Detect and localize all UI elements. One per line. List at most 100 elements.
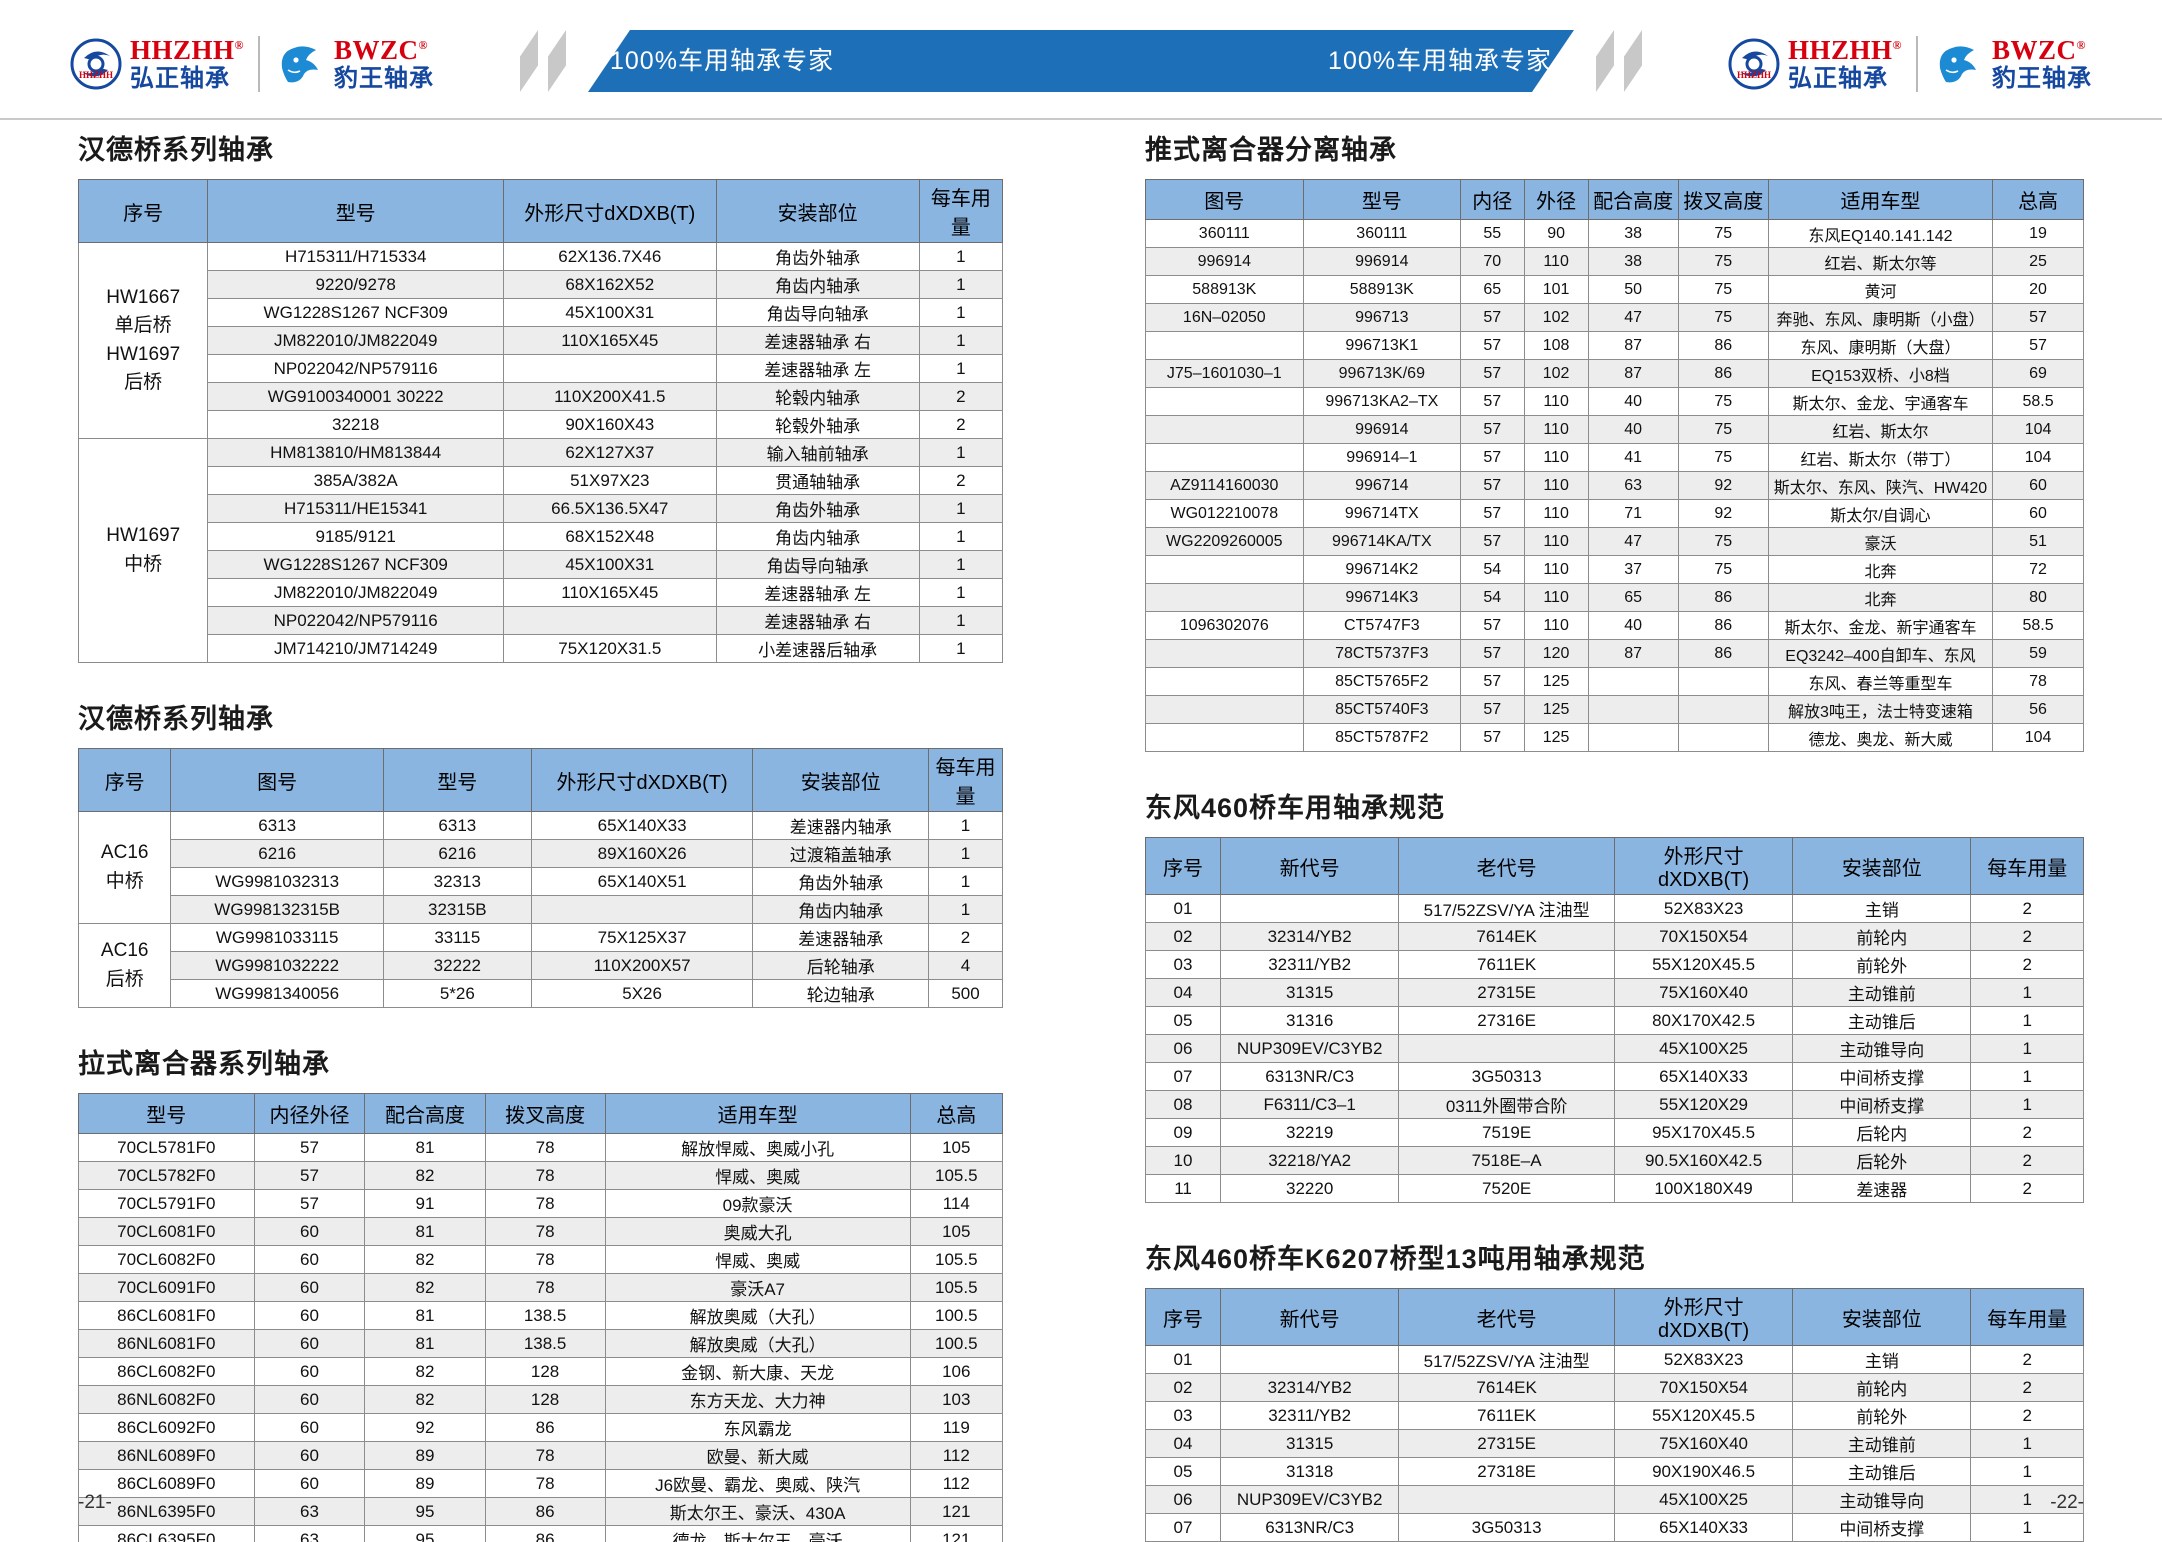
table-cell (1145, 723, 1304, 752)
table-cell: 60 (253, 1469, 366, 1498)
table-cell: 7519E (1398, 1118, 1615, 1147)
table-cell: NP022042/NP579116 (207, 606, 505, 635)
table-cell: 德龙、斯太尔王、豪沃 (604, 1525, 911, 1542)
table-row: 16N–02050 996713 57 102 47 75 奔驰、东风、康明斯（小盘） 57 (1145, 303, 2084, 332)
brand-hhzhh-en: HHZHH® (1788, 35, 1902, 65)
table-cell: 57 (1460, 639, 1525, 668)
table-cell: 86NL6082F0 (78, 1385, 255, 1414)
table-row: 05 31318 27318E 90X190X46.5 主动锥后 1 (1144, 1457, 2084, 1486)
table-cell: 58.5 (1992, 387, 2084, 416)
table-cell: 110 (1523, 443, 1589, 472)
table-cell: 45X100X25 (1613, 1034, 1794, 1063)
table-cell: 996914 (1145, 247, 1304, 276)
table-cell: 6216 (382, 839, 532, 868)
table-cell: H715311/H715334 (207, 242, 505, 271)
table-cell: 90.5X160X42.5 (1613, 1146, 1794, 1175)
column-header: 每车用量 (918, 179, 1004, 243)
table-cell: 主动锥导向 (1792, 1485, 1972, 1514)
table-cell: 40 (1587, 611, 1679, 640)
table-cell: 54 (1460, 555, 1525, 584)
table-row: 996914 996914 70 110 38 75 红岩、斯太尔等 25 (1145, 247, 2084, 276)
table-hande-1: 序号 型号 外形尺寸dXDXB(T) 安装部位 每车用量 HW1667 单后桥 HW1697 后… (77, 179, 1004, 663)
column-header: 内径外径 (253, 1093, 366, 1134)
brand-hhzhh-text: HHZHH® 弘正轴承 (1788, 37, 1902, 91)
column-header: 每车用量 (1970, 837, 2084, 895)
table-cell: 104 (1992, 443, 2084, 472)
table-cell: 70CL5782F0 (78, 1161, 255, 1190)
table-cell: JM714210/JM714249 (207, 634, 505, 663)
table-cell: 63 (1587, 471, 1679, 500)
table-cell: 60 (253, 1413, 366, 1442)
table-row: 996714K3 54 110 65 86 北奔 80 (1145, 583, 2084, 612)
table-cell: 63 (253, 1497, 366, 1526)
table-cell: 62X136.7X46 (503, 242, 717, 271)
table-cell: 57 (1460, 723, 1525, 752)
header-logos-right: HHZHH HHZHH® 弘正轴承 BWZC® (1728, 36, 2092, 92)
table-df460-k6207: 序号 新代号 老代号 外形尺寸dXDXB(T) 安装部位 每车用量 01 517/52ZSV/… (1144, 1288, 2084, 1542)
table-cell: CT5747F3 (1302, 611, 1462, 640)
page-columns: 汉德桥系列轴承 序号 型号 外形尺寸dXDXB(T) 安装部位 每车用量 HW1667 单后… (0, 128, 2162, 1542)
column-header: 型号 (382, 748, 532, 812)
table-cell: 86CL6082F0 (78, 1357, 255, 1386)
row-group-label: HW1697 中桥 (77, 438, 209, 663)
table-cell: 57 (253, 1161, 366, 1190)
table-row: 85CT5787F2 57 125 德龙、奥龙、新大威 104 (1145, 723, 2084, 752)
table-cell (1145, 555, 1304, 584)
table-cell: 78 (484, 1217, 606, 1246)
table-cell: 06 (1144, 1034, 1222, 1063)
table-cell: 110X165X45 (503, 578, 717, 607)
table-cell: 82 (364, 1357, 486, 1386)
column-header: 适用车型 (1767, 179, 1994, 220)
table-cell: 1 (1970, 1485, 2084, 1514)
table-row: 86NL6082F0 60 82 128 东方天龙、大力神 103 (78, 1385, 1004, 1414)
brand-bwzc-en: BWZC® (333, 35, 428, 65)
table-cell: 55X120X45.5 (1613, 950, 1794, 979)
table-cell: 62X127X37 (503, 438, 717, 467)
table-cell: 85CT5765F2 (1302, 667, 1462, 696)
table-cell: 03 (1144, 950, 1222, 979)
table-cell: 32313 (382, 867, 532, 896)
table-cell: 75X160X40 (1613, 1429, 1794, 1458)
table-row: H715311/HE15341 66.5X136.5X47 角齿外轴承 1 (79, 494, 1004, 523)
table-cell: 82 (364, 1245, 486, 1274)
table-row: 08 F6311/C3–1 0311外圈带合阶 55X120X29 中间桥支撑 1 (1144, 1090, 2084, 1119)
table-row: 9185/9121 68X152X48 角齿内轴承 1 (79, 522, 1004, 551)
column-header: 外径 (1523, 179, 1589, 220)
table-cell: 05 (1144, 1457, 1222, 1486)
table-cell: 2 (918, 466, 1004, 495)
table-cell: 78 (484, 1133, 606, 1162)
section-title-pull-clutch: 拉式离合器系列轴承 (78, 1049, 330, 1079)
table-row: 07 6313NR/C3 3G50313 65X140X33 中间桥支撑 1 (1144, 1062, 2084, 1091)
table-cell: 89 (364, 1441, 486, 1470)
table-cell: 86 (1677, 359, 1769, 388)
table-cell: 110X200X41.5 (503, 382, 717, 411)
table-cell: 2 (1970, 1118, 2084, 1147)
table-cell: 81 (364, 1217, 486, 1246)
table-row: 996713K1 57 108 87 86 东风、康明斯（大盘） 57 (1145, 331, 2084, 360)
table-cell (1398, 1034, 1615, 1063)
table-push-clutch: 图号 型号 内径 外径 配合高度 拨叉高度 适用车型 总高 360111 360111 55 90 38… (1145, 179, 2084, 752)
table-cell: 后轮内 (1792, 1118, 1972, 1147)
table-cell: 角齿外轴承 (715, 242, 920, 271)
table-cell: 75X120X31.5 (503, 634, 717, 663)
table-cell: 50 (1587, 275, 1679, 304)
table-cell: 前轮外 (1792, 1401, 1972, 1430)
table-header-row: 型号 内径外径 配合高度 拨叉高度 适用车型 总高 (78, 1093, 1004, 1134)
table-cell: 37 (1587, 555, 1679, 584)
table-row: 996914–1 57 110 41 75 红岩、斯太尔（带丁） 104 (1145, 443, 2084, 472)
section-title-df460: 东风460桥车用轴承规范 (1145, 793, 1446, 823)
table-cell: 1 (918, 606, 1004, 635)
table-cell: 92 (1677, 499, 1769, 528)
table-row: 996713KA2–TX 57 110 40 75 斯太尔、金龙、宇通客车 58.5 (1145, 387, 2084, 416)
banner-slash-icon (1624, 30, 1642, 92)
table-cell: 65 (1460, 275, 1525, 304)
table-cell: WG9100340001 30222 (207, 382, 505, 411)
table-cell: 125 (1523, 667, 1589, 696)
table-cell: 120 (1523, 639, 1589, 668)
table-cell: 红岩、斯太尔 (1767, 415, 1994, 444)
table-cell: 65 (1587, 583, 1679, 612)
table-cell: 1 (918, 354, 1004, 383)
